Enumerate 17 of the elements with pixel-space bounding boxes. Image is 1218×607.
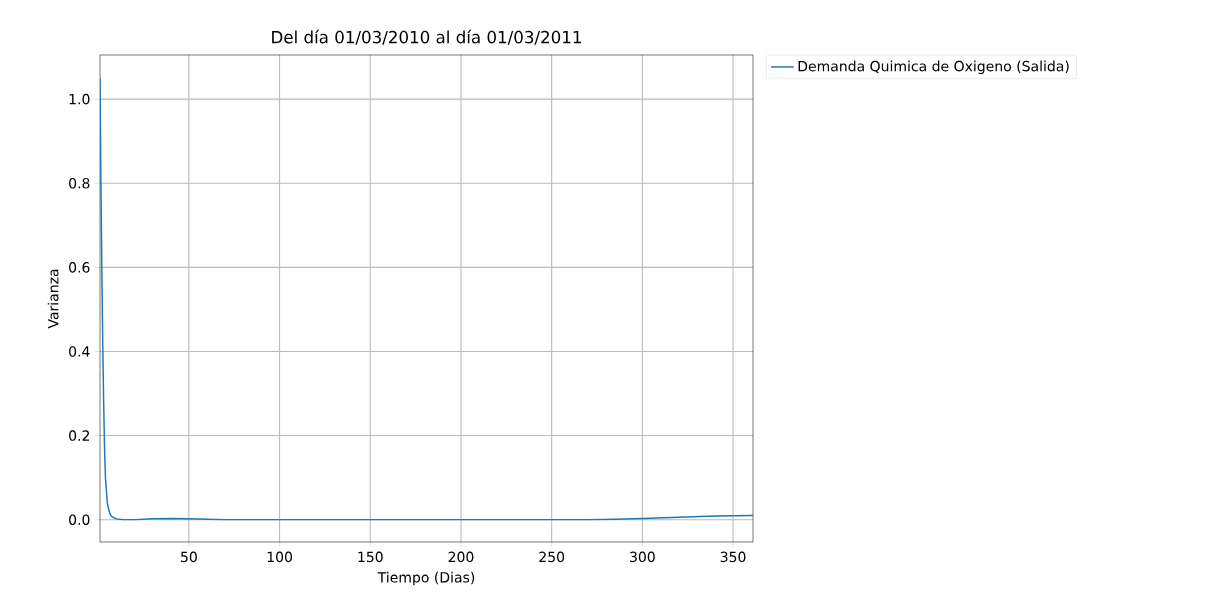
x-axis-title: Tiempo (Dias)	[377, 571, 475, 586]
y-tick-label: 0.2	[69, 430, 90, 441]
x-tick-label: 250	[539, 551, 565, 563]
x-tick-label: 100	[267, 551, 292, 563]
legend-label: Demanda Quimica de Oxigeno (Salida)	[798, 60, 1069, 75]
x-tick-label: 50	[181, 551, 197, 563]
y-tick-label: 0.4	[69, 346, 90, 357]
x-tick-label: 350	[720, 551, 746, 563]
x-tick-label: 150	[358, 551, 383, 563]
chart-title: Del día 01/03/2010 al día 01/03/2011	[272, 29, 581, 45]
y-tick-label: 0.6	[69, 262, 90, 273]
y-tick-label: 0.8	[69, 177, 90, 189]
x-tick-label: 300	[630, 551, 655, 563]
y-tick-label: 0.0	[69, 514, 90, 525]
y-tick-label: 1.0	[69, 93, 90, 105]
y-axis-title: Varianza	[47, 269, 59, 329]
x-tick-label: 200	[448, 551, 474, 563]
